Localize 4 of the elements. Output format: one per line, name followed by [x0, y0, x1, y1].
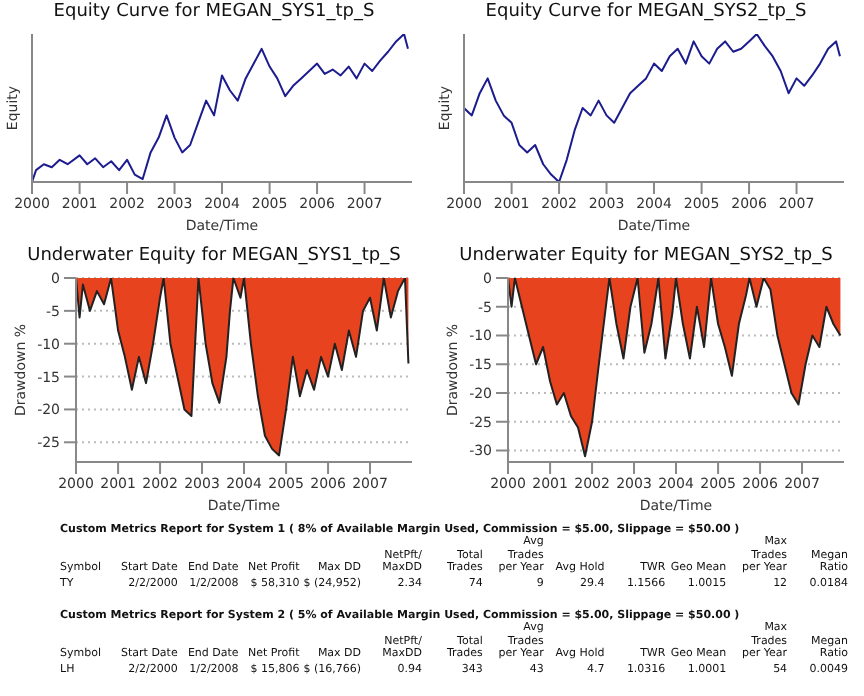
chart-title: Underwater Equity for MEGAN_SYS2_tp_S [457, 244, 835, 270]
chart-title: Underwater Equity for MEGAN_SYS1_tp_S [25, 244, 403, 270]
chart-title: Equity Curve for MEGAN_SYS2_tp_S [483, 0, 809, 26]
chart-title: Equity Curve for MEGAN_SYS1_tp_S [51, 0, 377, 26]
